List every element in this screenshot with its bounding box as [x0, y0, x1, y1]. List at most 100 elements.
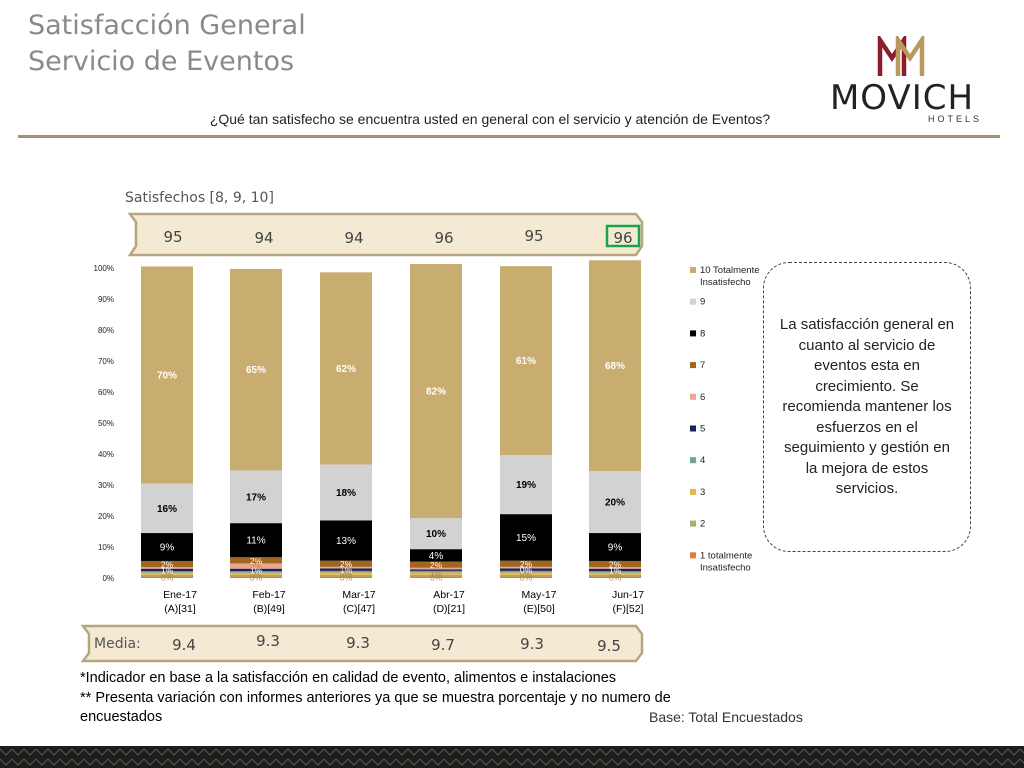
media-label: Media: — [94, 636, 141, 652]
legend-swatch — [690, 425, 696, 432]
data-label: 17% — [246, 492, 266, 503]
bar-segment — [500, 570, 552, 573]
commentary-box: La satisfacción general en cuanto al ser… — [763, 262, 971, 552]
bar-segment — [141, 533, 193, 561]
data-label: 1% — [340, 565, 353, 575]
y-tick-label: 80% — [98, 326, 114, 335]
data-label: 11% — [246, 536, 265, 547]
bar-segment — [589, 560, 641, 568]
x-category-base: (A)[31] — [164, 603, 196, 615]
media-value: 9.3 — [256, 632, 280, 650]
legend-swatch — [690, 520, 696, 527]
bar-segment — [410, 576, 462, 578]
bar-segment — [589, 572, 641, 575]
bar-segment — [320, 574, 372, 577]
data-label: 0% — [430, 573, 443, 583]
data-label: 16% — [157, 504, 177, 515]
data-label: 9% — [608, 543, 623, 554]
legend-swatch — [690, 488, 696, 495]
y-tick-label: 60% — [98, 388, 114, 397]
bar-segment — [589, 576, 641, 578]
bar-segment — [410, 263, 462, 519]
bar-segment — [141, 576, 193, 578]
data-label: 0% — [340, 573, 353, 583]
x-category-label: Mar-17 — [342, 589, 375, 601]
legend-label: 1 totalmente Insatisfecho — [700, 550, 752, 573]
data-label: 4% — [429, 551, 444, 562]
data-label: 2% — [161, 560, 174, 570]
footnote-indicator: *Indicador en base a la satisfacción en … — [80, 670, 617, 686]
bar-segment — [410, 518, 462, 550]
data-label: 1% — [161, 565, 174, 575]
satisfechos-value: 96 — [613, 229, 632, 247]
media-value: 9.5 — [597, 637, 621, 655]
satisfechos-value: 95 — [524, 227, 543, 245]
media-value: 9.7 — [431, 636, 455, 654]
bar-segment — [500, 572, 552, 575]
data-label: 0% — [520, 565, 533, 575]
data-label: 2% — [609, 560, 622, 570]
y-tick-label: 50% — [98, 419, 114, 428]
x-category-base: (D)[21] — [433, 603, 465, 615]
bar-segment — [410, 567, 462, 570]
data-label: 61% — [516, 356, 536, 367]
bar-segment — [500, 560, 552, 567]
bar-segment — [500, 576, 552, 578]
bar-segment — [230, 572, 282, 575]
legend-label: 6 — [700, 392, 705, 403]
x-category-base: (B)[49] — [253, 603, 285, 615]
data-label: 9% — [160, 543, 175, 554]
data-label: 2% — [430, 560, 443, 570]
satisfechos-value: 95 — [163, 228, 182, 246]
y-tick-label: 90% — [98, 295, 114, 304]
data-label: 0% — [609, 573, 622, 583]
bar-segment — [320, 568, 372, 571]
x-category-base: (E)[50] — [523, 603, 555, 615]
data-label: 2% — [340, 559, 353, 569]
data-label: 65% — [246, 365, 266, 376]
media-banner — [80, 624, 644, 663]
bar-segment — [141, 572, 193, 575]
bar-segment — [500, 266, 552, 456]
bar-segment — [141, 568, 193, 572]
x-category-label: Ene-17 — [163, 589, 197, 601]
data-label: 15% — [516, 533, 536, 544]
satisfechos-label: Satisfechos [8, 9, 10] — [125, 190, 274, 206]
bar-segment — [320, 576, 372, 578]
legend-label: 10 Totalmente Insatisfecho — [700, 265, 760, 288]
legend-swatch — [690, 457, 696, 464]
legend-swatch — [690, 362, 696, 369]
data-label: 0% — [250, 569, 263, 579]
bar-segment — [230, 470, 282, 524]
legend-label: 5 — [700, 424, 705, 435]
bar-segment — [500, 514, 552, 561]
media-value: 9.3 — [346, 634, 370, 652]
bar-segment — [410, 574, 462, 577]
bar-segment — [141, 483, 193, 534]
bar-segment — [589, 533, 641, 561]
bar-segment — [320, 570, 372, 573]
y-tick-label: 70% — [98, 357, 114, 366]
data-label: 0% — [340, 569, 353, 579]
data-label: 0% — [520, 573, 533, 583]
logo-brand: MOVICH — [829, 78, 975, 118]
media-value: 9.4 — [172, 636, 196, 654]
y-tick-label: 20% — [98, 512, 114, 521]
data-label: 0% — [609, 569, 622, 579]
data-label: 0% — [161, 573, 174, 583]
data-label: 2% — [520, 559, 533, 569]
bar-segment — [230, 523, 282, 558]
logo-sub: HOTELS — [927, 114, 982, 124]
bar-segment — [410, 549, 462, 562]
header-divider — [18, 135, 1000, 138]
bar-segment — [141, 574, 193, 577]
bar-segment — [320, 572, 372, 575]
bar-segment — [141, 567, 193, 569]
data-label: 13% — [336, 536, 356, 547]
y-tick-label: 30% — [98, 481, 114, 490]
satisfechos-value: 96 — [434, 229, 453, 247]
bar-segment — [230, 563, 282, 569]
x-category-label: Abr-17 — [433, 589, 465, 601]
legend-label: 4 — [700, 455, 705, 466]
bar-segment — [141, 571, 193, 573]
